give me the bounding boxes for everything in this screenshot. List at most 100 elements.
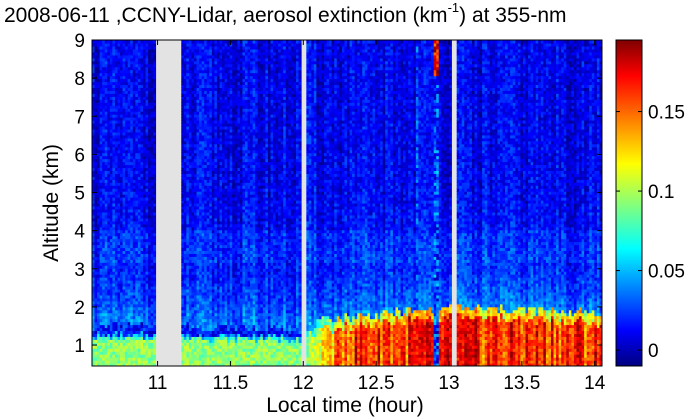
- heatmap-cell: [97, 140, 101, 145]
- heatmap-cell: [117, 285, 121, 290]
- heatmap-cell: [114, 235, 119, 240]
- heatmap-cell: [107, 128, 111, 133]
- heatmap-cell: [104, 188, 108, 192]
- heatmap-cell: [114, 203, 119, 207]
- heatmap-cell: [120, 265, 124, 269]
- heatmap-cell: [117, 45, 121, 50]
- heatmap-cell: [97, 268, 101, 272]
- heatmap-cell: [114, 223, 119, 228]
- heatmap-cell: [112, 137, 116, 142]
- heatmap-cell: [99, 351, 103, 355]
- heatmap-cell: [102, 363, 106, 366]
- heatmap-cell: [122, 336, 126, 340]
- heatmap-cell: [102, 99, 106, 103]
- heatmap-cell: [97, 105, 101, 109]
- heatmap-cell: [120, 200, 124, 204]
- heatmap-cell: [117, 96, 121, 100]
- heatmap-cell: [114, 93, 119, 97]
- heatmap-cell: [117, 294, 121, 299]
- heatmap-cell: [122, 250, 126, 254]
- heatmap-cell: [114, 256, 119, 260]
- heatmap-cell: [99, 66, 103, 71]
- heatmap-cell: [104, 354, 108, 358]
- heatmap-cell: [125, 241, 129, 246]
- heatmap-cell: [122, 42, 126, 47]
- heatmap-cell: [122, 217, 126, 222]
- heatmap-cell: [117, 217, 121, 222]
- heatmap-cell: [120, 306, 124, 311]
- heatmap-cell: [97, 217, 101, 222]
- heatmap-cell: [114, 363, 119, 366]
- heatmap-cell: [99, 235, 103, 240]
- heatmap-cell: [97, 167, 101, 171]
- heatmap-cell: [92, 262, 96, 266]
- heatmap-cell: [112, 265, 116, 269]
- heatmap-cell: [107, 48, 111, 53]
- heatmap-cell: [122, 155, 126, 160]
- heatmap-cell: [122, 259, 126, 263]
- heatmap-cell: [92, 117, 96, 121]
- heatmap-cell: [104, 265, 108, 269]
- heatmap-cell: [92, 280, 96, 284]
- heatmap-cell: [114, 161, 119, 166]
- heatmap-cell: [117, 179, 121, 183]
- heatmap-cell: [120, 256, 124, 260]
- heatmap-cell: [114, 274, 119, 278]
- heatmap-cell: [112, 72, 116, 77]
- heatmap-cell: [92, 42, 96, 47]
- heatmap-cell: [107, 164, 111, 169]
- heatmap-cell: [107, 90, 111, 94]
- heatmap-cell: [109, 241, 113, 246]
- heatmap-cell: [117, 128, 121, 133]
- heatmap-cell: [109, 140, 113, 145]
- heatmap-cell: [92, 235, 96, 240]
- heatmap-cell: [117, 265, 121, 269]
- heatmap-cell: [117, 81, 121, 86]
- heatmap-cell: [104, 336, 108, 340]
- heatmap-cell: [102, 360, 106, 364]
- heatmap-cell: [117, 161, 121, 166]
- heatmap-cell: [114, 111, 119, 115]
- heatmap-cell: [109, 232, 113, 237]
- heatmap-cell: [114, 182, 119, 186]
- heatmap-cell: [125, 357, 129, 361]
- heatmap-cell: [114, 72, 119, 77]
- heatmap-cell: [97, 161, 101, 166]
- heatmap-cell: [102, 149, 106, 154]
- heatmap-cell: [120, 197, 124, 201]
- heatmap-cell: [92, 312, 96, 317]
- heatmap-cell: [122, 111, 126, 115]
- heatmap-cell: [102, 63, 106, 68]
- heatmap-cell: [112, 161, 116, 166]
- heatmap-cell: [107, 291, 111, 296]
- heatmap-cell: [107, 194, 111, 198]
- heatmap-cell: [104, 309, 108, 314]
- heatmap-cell: [122, 238, 126, 243]
- heatmap-cell: [112, 125, 116, 130]
- heatmap-cell: [104, 232, 108, 237]
- heatmap-cell: [109, 120, 113, 124]
- heatmap-cell: [102, 102, 106, 106]
- heatmap-cell: [117, 271, 121, 275]
- heatmap-cell: [99, 60, 103, 65]
- heatmap-cell: [122, 140, 126, 145]
- heatmap-cell: [92, 75, 96, 80]
- heatmap-cell: [122, 173, 126, 177]
- heatmap-cell: [112, 164, 116, 169]
- heatmap-cell: [112, 167, 116, 171]
- heatmap-cell: [92, 102, 96, 106]
- heatmap-cell: [92, 149, 96, 154]
- heatmap-cell: [114, 122, 119, 127]
- heatmap-cell: [104, 285, 108, 290]
- heatmap-cell: [120, 99, 124, 103]
- heatmap-cell: [117, 146, 121, 151]
- heatmap-cell: [99, 45, 103, 50]
- heatmap-cell: [94, 60, 98, 65]
- heatmap-cell: [97, 182, 101, 186]
- heatmap-cell: [114, 149, 119, 154]
- heatmap-cell: [112, 134, 116, 139]
- heatmap-cell: [107, 223, 111, 228]
- heatmap-cell: [102, 108, 106, 112]
- heatmap-cell: [120, 253, 124, 257]
- heatmap-cell: [112, 122, 116, 127]
